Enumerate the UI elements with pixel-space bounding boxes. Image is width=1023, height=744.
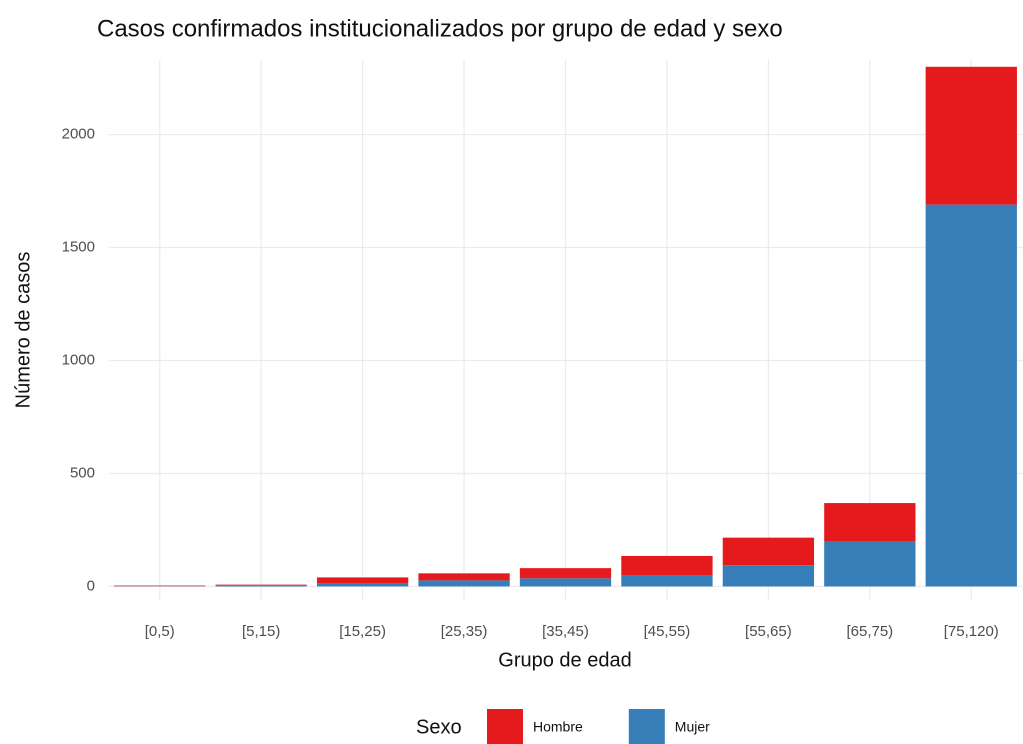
bar-segment [316,583,409,587]
legend-label: Mujer [675,719,710,735]
bar-segment [418,580,510,587]
x-tick-label: [0,5) [145,623,175,640]
bar-segment [621,555,713,576]
bar-segment [722,565,815,587]
x-tick-label: [15,25) [339,623,386,640]
bar-segment [824,503,916,542]
y-tick-label: 1000 [62,351,95,368]
x-tick-label: [5,15) [242,623,280,640]
bar-segment [114,585,206,587]
bar-segment [925,66,1017,205]
x-tick-label: [75,120) [944,623,999,640]
x-axis-title: Grupo de edad [498,649,631,671]
bar-segment [824,541,916,587]
y-axis-title: Número de casos [12,252,34,409]
bar-segment [418,573,510,581]
bar-segment [925,204,1017,587]
bar-segment [722,537,815,566]
x-tick-label: [55,65) [745,623,792,640]
legend-title: Sexo [416,716,462,738]
x-tick-label: [25,35) [441,623,488,640]
grid [109,60,1022,600]
legend-label: Hombre [533,719,583,735]
legend-swatch [487,709,523,744]
legend-swatch [628,709,665,744]
y-tick-label: 0 [87,577,95,594]
bar-segment [215,585,307,587]
y-tick-label: 2000 [62,126,95,143]
x-tick-label: [65,75) [846,623,893,640]
bar-segment [519,578,612,587]
bar-segment [621,575,713,587]
y-tick-label: 1500 [62,239,95,256]
x-tick-label: [35,45) [542,623,589,640]
bar-segment [519,568,612,579]
y-tick-label: 500 [70,464,95,481]
chart-title: Casos confirmados institucionalizados po… [97,15,783,42]
bar-segment [316,577,409,584]
x-tick-label: [45,55) [644,623,691,640]
